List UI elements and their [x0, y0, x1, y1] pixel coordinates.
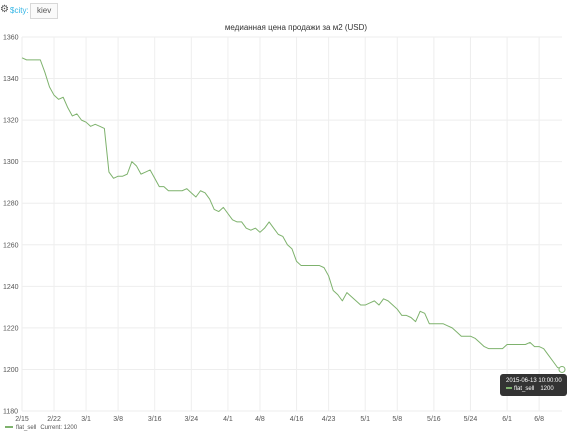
x-tick-label: 3/16 — [148, 416, 162, 423]
x-tick-label: 4/1 — [223, 416, 233, 423]
hover-point-marker — [558, 365, 566, 373]
x-tick-label: 4/23 — [322, 416, 336, 423]
y-tick-label: 1200 — [3, 367, 19, 374]
x-tick-label: 2/15 — [15, 416, 29, 423]
x-tick-label: 4/8 — [255, 416, 265, 423]
x-tick-label: 4/16 — [290, 416, 304, 423]
x-tick-label: 6/8 — [534, 416, 544, 423]
y-tick-label: 1240 — [3, 284, 19, 291]
panel-title[interactable]: медианная цена продажи за м2 (USD) — [224, 23, 368, 32]
x-tick-label: 3/8 — [113, 416, 123, 423]
y-tick-label: 1300 — [3, 159, 19, 166]
template-variables-bar: ⚙ $city: kiev — [0, 0, 570, 22]
x-tick-label: 2/22 — [47, 416, 61, 423]
tooltip-time: 2015-06-13 10:00:00 — [506, 378, 562, 384]
tooltip-swatch — [506, 387, 512, 390]
gear-icon[interactable]: ⚙ — [0, 4, 9, 15]
y-tick-label: 1340 — [3, 76, 19, 83]
legend-current-value: Current: 1200 — [40, 425, 78, 431]
x-tick-label: 5/1 — [360, 416, 370, 423]
x-tick-label: 6/1 — [502, 416, 512, 423]
x-tick-label: 5/24 — [464, 416, 478, 423]
tooltip-series: flat_sell — [514, 386, 535, 392]
variable-label-city[interactable]: $city: — [10, 6, 29, 15]
x-tick-label: 3/24 — [185, 416, 199, 423]
y-tick-label: 1220 — [3, 325, 19, 332]
y-tick-label: 1320 — [3, 118, 19, 125]
tooltip-value: 1200 — [540, 386, 554, 392]
y-tick-label: 1260 — [3, 242, 19, 249]
y-tick-label: 1280 — [3, 201, 19, 208]
x-tick-label: 3/1 — [81, 416, 91, 423]
variable-value-dropdown[interactable]: kiev — [30, 3, 59, 19]
legend-swatch — [5, 426, 13, 429]
x-tick-label: 5/8 — [392, 416, 402, 423]
x-tick-label: 5/16 — [427, 416, 441, 423]
hover-tooltip: 2015-06-13 10:00:00 flat_sell 1200 — [500, 374, 567, 396]
y-tick-label: 1360 — [3, 35, 19, 42]
legend: flat_sell Current: 1200 — [5, 425, 77, 431]
y-tick-label: 1180 — [3, 409, 18, 416]
tooltip-row: flat_sell 1200 — [506, 386, 554, 392]
legend-series-name[interactable]: flat_sell — [16, 425, 37, 431]
series-line-flat_sell — [21, 57, 563, 370]
